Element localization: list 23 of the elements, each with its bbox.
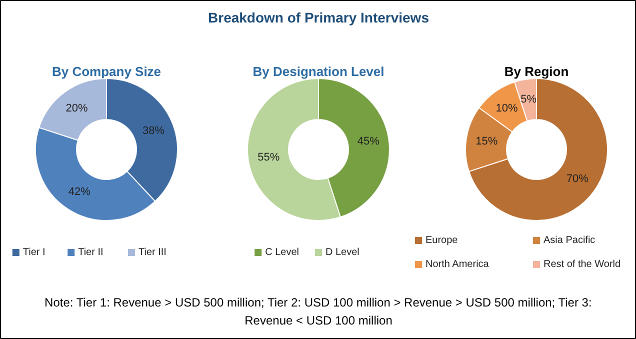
legend-label: Tier I — [22, 247, 46, 258]
chart-title: Breakdown of Primary Interviews — [208, 10, 430, 26]
text: Note: Tier 1: Revenue > USD 500 million; Tier 2: USD 100 million > Revenue > USD 500 million; Tier 3: Revenue < USD 100 million — [44, 296, 592, 328]
chart-subtitle: By Region — [504, 64, 569, 79]
legend-label: Europe — [426, 235, 458, 246]
chart-subtitle: By Company Size — [52, 64, 162, 79]
data-label: 42% — [68, 186, 91, 198]
data-label: 70% — [566, 173, 589, 186]
data-label: 45% — [357, 136, 380, 148]
data-label: 15% — [476, 136, 498, 148]
data-label: 10% — [496, 102, 518, 115]
legend-label: Tier II — [78, 247, 104, 258]
legend-label: C Level — [265, 247, 300, 258]
data-label: 5% — [520, 94, 537, 106]
legend-label: Asia Pacific — [544, 235, 596, 246]
data-label: 38% — [142, 124, 165, 137]
chart-subtitle: By Designation Level — [252, 64, 384, 79]
legend-label: D Level — [326, 247, 360, 258]
legend-label: North America — [426, 259, 490, 270]
legend-label: Tier III — [138, 247, 166, 258]
data-label: 20% — [66, 102, 88, 115]
legend-label: Rest of the World — [544, 259, 621, 270]
data-label: 55% — [258, 151, 280, 164]
